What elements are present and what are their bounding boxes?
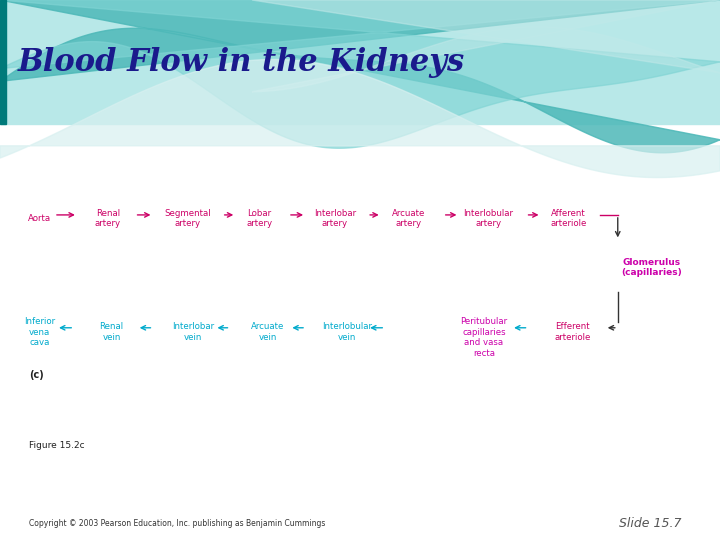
Text: Copyright © 2003 Pearson Education, Inc. publishing as Benjamin Cummings: Copyright © 2003 Pearson Education, Inc.… <box>29 519 325 528</box>
Text: Interlobular
vein: Interlobular vein <box>322 322 372 342</box>
Text: Afferent
arteriole: Afferent arteriole <box>551 209 587 228</box>
Text: Interlobular
artery: Interlobular artery <box>463 209 513 228</box>
Text: (c): (c) <box>29 370 43 380</box>
Text: Interlobar
vein: Interlobar vein <box>172 322 214 342</box>
Polygon shape <box>0 0 720 148</box>
Bar <box>0 0 6 124</box>
Text: Blood Flow in the Kidneys: Blood Flow in the Kidneys <box>18 46 465 78</box>
Text: Renal
vein: Renal vein <box>99 322 124 342</box>
Polygon shape <box>252 0 720 92</box>
Text: Inferior
vena
cava: Inferior vena cava <box>24 317 55 347</box>
Text: Glomerulus
(capillaries): Glomerulus (capillaries) <box>621 258 682 277</box>
Text: Arcuate
vein: Arcuate vein <box>251 322 284 342</box>
Text: Renal
artery: Renal artery <box>95 209 121 228</box>
Text: Arcuate
artery: Arcuate artery <box>392 209 426 228</box>
Text: Figure 15.2c: Figure 15.2c <box>29 441 84 450</box>
Bar <box>0 0 720 124</box>
Text: Interlobar
artery: Interlobar artery <box>314 209 356 228</box>
Bar <box>0 0 720 6</box>
Polygon shape <box>0 0 720 153</box>
Text: Aorta: Aorta <box>28 214 51 223</box>
Polygon shape <box>0 59 720 178</box>
Text: Peritubular
capillaries
and vasa
recta: Peritubular capillaries and vasa recta <box>460 318 508 357</box>
Text: Lobar
artery: Lobar artery <box>246 209 272 228</box>
Text: Slide 15.7: Slide 15.7 <box>619 517 682 530</box>
Text: Efferent
arteriole: Efferent arteriole <box>554 322 590 342</box>
Text: Segmental
artery: Segmental artery <box>164 209 210 228</box>
